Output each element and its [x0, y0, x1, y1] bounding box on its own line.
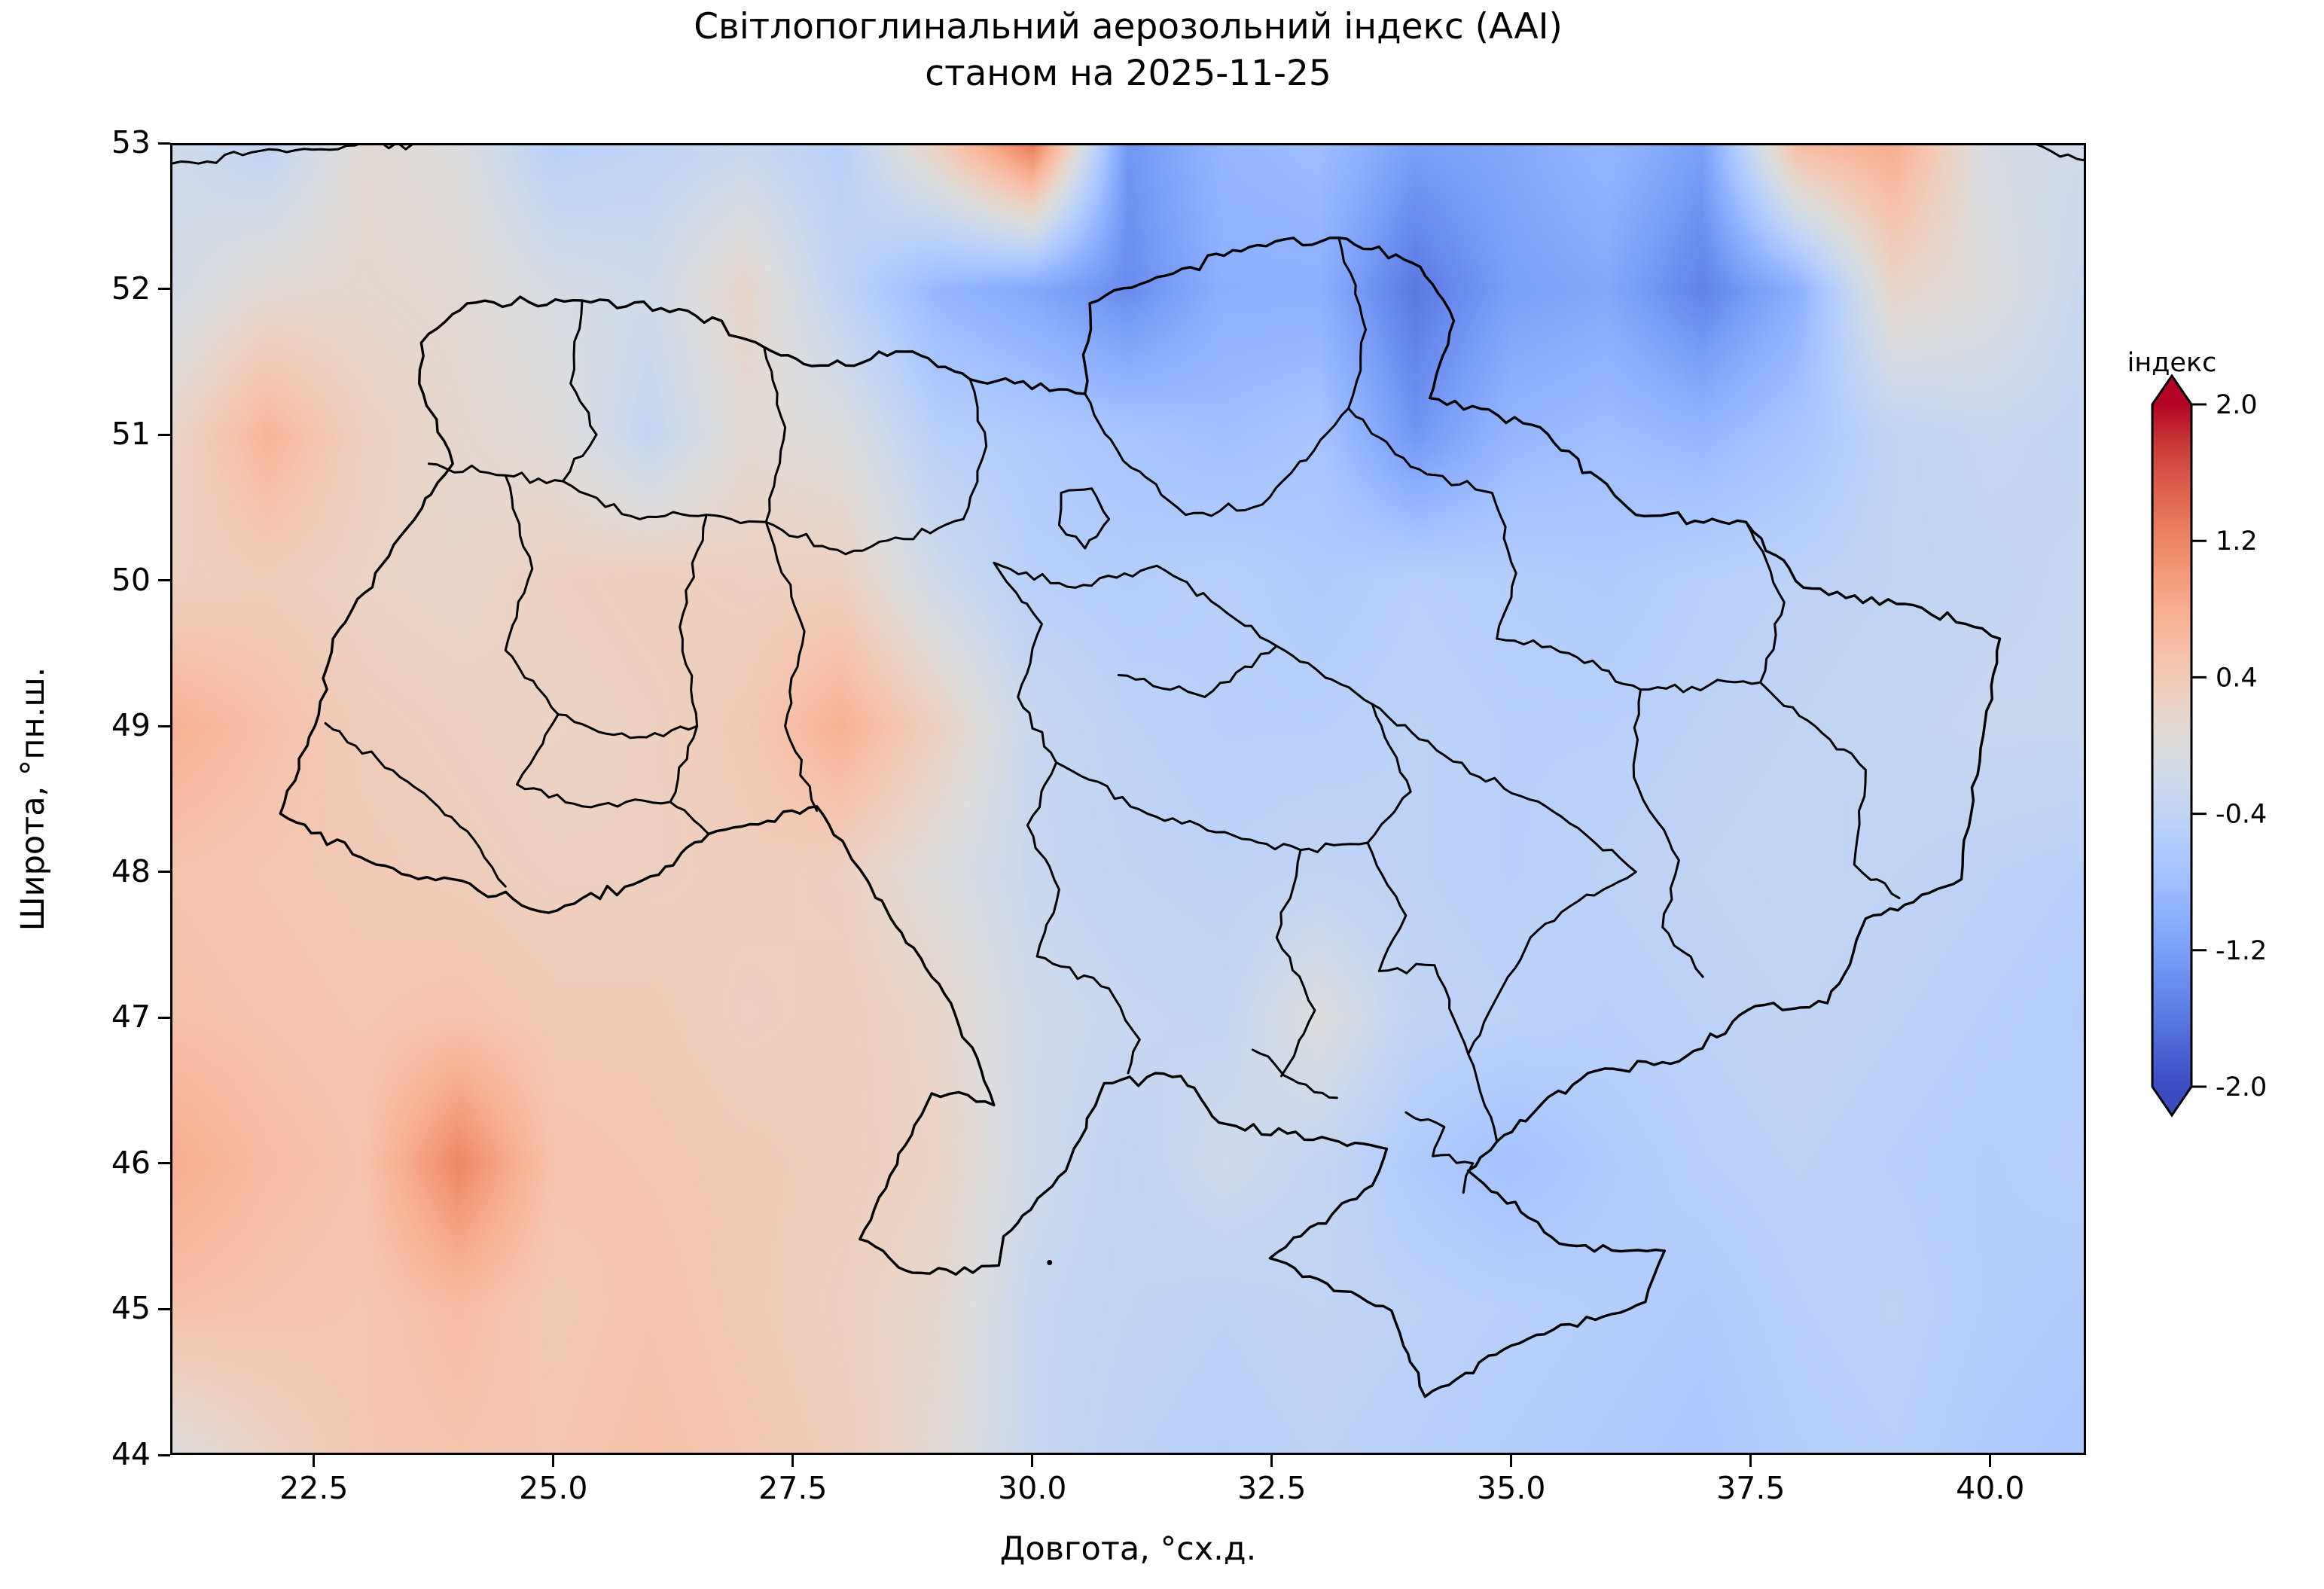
y-tick-mark	[158, 1016, 170, 1019]
colorbar-tick-label: 2.0	[2216, 390, 2258, 420]
y-tick-mark	[158, 1453, 170, 1456]
x-tick-mark	[1270, 1455, 1273, 1467]
y-tick-label: 49	[111, 707, 151, 744]
x-axis-label: Довгота, °сх.д.	[999, 1530, 1257, 1568]
heatmap-canvas	[170, 143, 2086, 1455]
y-tick-label: 51	[111, 416, 151, 453]
region-boundary	[1251, 1048, 1338, 1099]
region-boundary	[171, 143, 450, 165]
y-tick-mark	[158, 1162, 170, 1165]
region-boundary	[1275, 849, 1316, 1078]
region-boundary	[427, 462, 767, 525]
y-tick-label: 50	[111, 561, 151, 598]
x-tick-mark	[552, 1455, 555, 1467]
region-boundary	[1035, 955, 1141, 1075]
y-tick-mark	[158, 724, 170, 727]
colorbar-tick-label: 1.2	[2216, 526, 2258, 557]
y-tick-mark	[158, 433, 170, 436]
region-boundary	[764, 520, 819, 812]
ukraine-outline	[279, 236, 2002, 1398]
island-dot	[1047, 1260, 1053, 1266]
y-tick-mark	[158, 1307, 170, 1310]
colorbar-ticks	[2191, 403, 2207, 1088]
colorbar-over-arrow	[2152, 376, 2191, 404]
x-tick-label: 40.0	[1956, 1470, 2025, 1506]
y-tick-label: 52	[111, 270, 151, 307]
colorbar-title: індекс	[2127, 348, 2217, 378]
region-boundary	[1759, 681, 1901, 900]
x-tick-mark	[1749, 1455, 1752, 1467]
x-tick-mark	[1989, 1455, 1992, 1467]
region-boundary	[993, 561, 1221, 608]
region-boundary	[993, 561, 1060, 958]
region-boundary	[1057, 487, 1111, 550]
y-tick-mark	[158, 142, 170, 145]
region-boundary	[1404, 1111, 1475, 1194]
region-boundary	[1632, 688, 1704, 978]
region-boundary	[962, 378, 988, 520]
region-boundary	[763, 346, 787, 523]
colorbar-tick-label: -0.4	[2216, 800, 2267, 830]
x-tick-mark	[313, 1455, 316, 1467]
region-boundary	[1467, 871, 1637, 1143]
region-boundary	[562, 299, 598, 483]
map-boundaries-svg	[171, 143, 2086, 1398]
figure-title-line1: Світлопоглинальний аерозольний індекс (A…	[694, 6, 1563, 47]
region-boundary	[1366, 703, 1470, 1056]
region-boundary	[1117, 645, 1278, 698]
region-boundary	[1084, 392, 1350, 517]
region-boundary	[324, 721, 507, 888]
y-axis-label: Широта, °пн.ш.	[14, 666, 52, 932]
y-tick-label: 46	[111, 1144, 151, 1181]
x-tick-label: 37.5	[1716, 1470, 1786, 1506]
x-tick-label: 25.0	[519, 1470, 588, 1506]
region-boundary	[557, 713, 699, 740]
region-boundary	[1409, 465, 1517, 640]
colorbar: індекс 2.0 1.2 0.4 -0.4 -1.2 -2.0	[2127, 348, 2267, 1118]
x-tick-label: 22.5	[279, 1470, 349, 1506]
region-boundary	[1337, 236, 1412, 468]
figure-title-line2: станом на 2025-11-25	[925, 53, 1331, 94]
y-tick-label: 44	[111, 1436, 151, 1472]
y-tick-mark	[158, 871, 170, 874]
y-tick-mark	[158, 579, 170, 582]
region-boundary	[1055, 761, 1369, 853]
region-boundary	[504, 474, 560, 786]
region-boundary	[2032, 143, 2086, 162]
region-boundary	[1744, 520, 1786, 684]
region-boundary	[764, 517, 965, 556]
x-tick-label: 35.0	[1477, 1470, 1546, 1506]
y-tick-mark	[158, 288, 170, 291]
colorbar-gradient-bar	[2152, 404, 2191, 1087]
region-boundary	[669, 514, 708, 804]
y-tick-label: 47	[111, 999, 151, 1035]
y-tick-label: 48	[111, 852, 151, 889]
x-tick-mark	[791, 1455, 794, 1467]
colorbar-under-arrow	[2152, 1087, 2191, 1115]
region-boundary	[1496, 637, 1761, 694]
colorbar-tick-label: 0.4	[2216, 663, 2258, 693]
region-boundary	[516, 783, 710, 835]
region-boundary	[1218, 605, 1637, 874]
y-tick-label: 53	[111, 124, 151, 160]
x-tick-label: 27.5	[758, 1470, 828, 1506]
x-tick-label: 30.0	[998, 1470, 1067, 1506]
colorbar-tick-label: -1.2	[2216, 936, 2267, 966]
colorbar-tick-label: -2.0	[2216, 1072, 2267, 1103]
colorbar-tick-labels: 2.0 1.2 0.4 -0.4 -1.2 -2.0	[2216, 390, 2267, 1103]
x-tick-label: 32.5	[1237, 1470, 1307, 1506]
y-tick-label: 45	[111, 1290, 151, 1327]
x-tick-mark	[1510, 1455, 1513, 1467]
x-tick-mark	[1031, 1455, 1034, 1467]
